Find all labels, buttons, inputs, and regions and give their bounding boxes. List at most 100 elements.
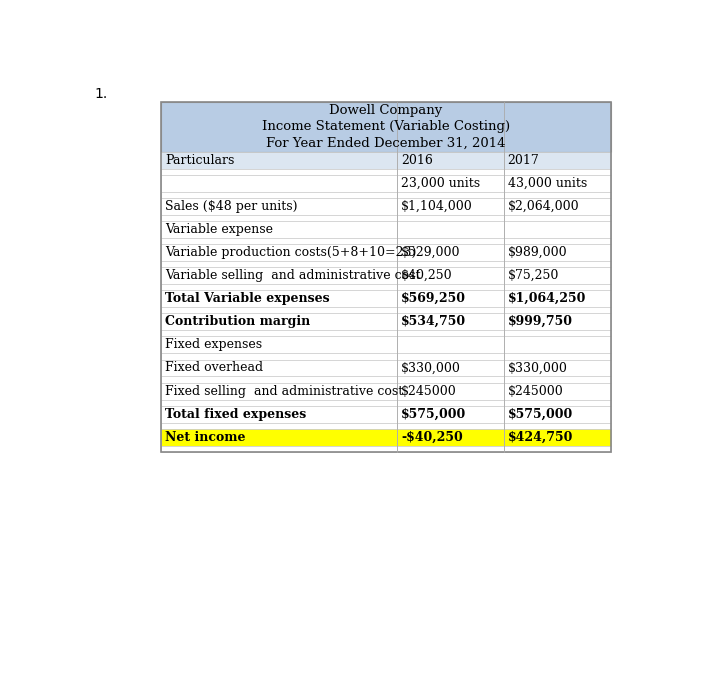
Bar [504,267,610,284]
Bar [504,290,610,307]
Text: Fixed expenses: Fixed expenses [165,339,262,351]
Bar [161,330,397,336]
Bar [504,359,610,376]
Text: 1.: 1. [94,87,108,101]
Bar [161,244,397,261]
Text: $999,750: $999,750 [508,315,572,328]
Bar [504,446,610,452]
Text: Variable expense: Variable expense [165,223,273,236]
Bar [504,400,610,406]
Bar [397,215,504,221]
Bar [397,244,504,261]
Bar [504,423,610,429]
Text: $1,064,250: $1,064,250 [508,292,586,305]
Bar [504,221,610,238]
Text: Fixed overhead: Fixed overhead [165,361,263,374]
Text: $75,250: $75,250 [508,269,559,282]
Bar [161,168,397,175]
Text: 2016: 2016 [401,153,433,167]
Text: Particulars: Particulars [165,153,234,167]
Bar [397,353,504,359]
Bar [504,307,610,314]
Bar [397,175,504,192]
Text: 43,000 units: 43,000 units [508,177,587,190]
Text: $529,000: $529,000 [401,246,461,259]
Text: Contribution margin: Contribution margin [165,315,311,328]
Bar [397,238,504,244]
Bar [504,353,610,359]
Bar [161,215,397,221]
Bar [504,261,610,267]
Bar [161,307,397,314]
Bar [397,429,504,446]
Bar [397,336,504,353]
Bar [504,406,610,423]
Bar [397,330,504,336]
Bar [504,382,610,400]
Bar [161,267,397,284]
Bar [504,336,610,353]
Bar [504,238,610,244]
Text: For Year Ended December 31, 2014: For Year Ended December 31, 2014 [266,137,505,150]
Bar [161,423,397,429]
Bar [397,307,504,314]
Bar [397,192,504,198]
Text: $1,104,000: $1,104,000 [401,200,473,213]
Text: Total Variable expenses: Total Variable expenses [165,292,330,305]
Bar [504,198,610,215]
Bar [397,284,504,290]
Text: $330,000: $330,000 [508,361,567,374]
Text: $575,000: $575,000 [508,408,573,421]
Bar [161,400,397,406]
Text: $534,750: $534,750 [401,315,466,328]
Bar [397,151,504,168]
Bar [397,382,504,400]
Bar [397,267,504,284]
Bar [397,198,504,215]
Bar [161,175,397,192]
Text: -$40,250: -$40,250 [401,431,463,444]
Bar [161,359,397,376]
Bar [504,429,610,446]
Bar [504,314,610,330]
Bar [397,376,504,382]
Bar [161,406,397,423]
Bar [161,198,397,215]
Bar [504,168,610,175]
Bar [397,400,504,406]
Text: Dowell Company: Dowell Company [329,104,443,117]
Bar [397,290,504,307]
Bar [161,290,397,307]
Text: $575,000: $575,000 [401,408,467,421]
Text: Fixed selling  and administrative cost: Fixed selling and administrative cost [165,384,403,398]
Bar [397,221,504,238]
Text: $330,000: $330,000 [401,361,461,374]
Bar [161,221,397,238]
Text: $245000: $245000 [508,384,563,398]
Bar [504,284,610,290]
Bar [397,261,504,267]
Bar [397,168,504,175]
Text: Variable production costs(5+8+10=23): Variable production costs(5+8+10=23) [165,246,416,259]
Text: $245000: $245000 [401,384,457,398]
Bar [504,244,610,261]
Bar [161,102,610,452]
Bar [397,423,504,429]
Bar [161,102,610,151]
Bar [161,314,397,330]
Text: Net income: Net income [165,431,246,444]
Text: Total fixed expenses: Total fixed expenses [165,408,306,421]
Bar [161,261,397,267]
Text: 2017: 2017 [508,153,539,167]
Text: Sales ($48 per units): Sales ($48 per units) [165,200,298,213]
Bar [161,238,397,244]
Bar [397,359,504,376]
Text: $424,750: $424,750 [508,431,573,444]
Bar [161,336,397,353]
Text: $989,000: $989,000 [508,246,567,259]
Bar [161,382,397,400]
Bar [161,429,397,446]
Bar [397,314,504,330]
Text: Variable selling  and administrative cost: Variable selling and administrative cost [165,269,421,282]
Bar [397,446,504,452]
